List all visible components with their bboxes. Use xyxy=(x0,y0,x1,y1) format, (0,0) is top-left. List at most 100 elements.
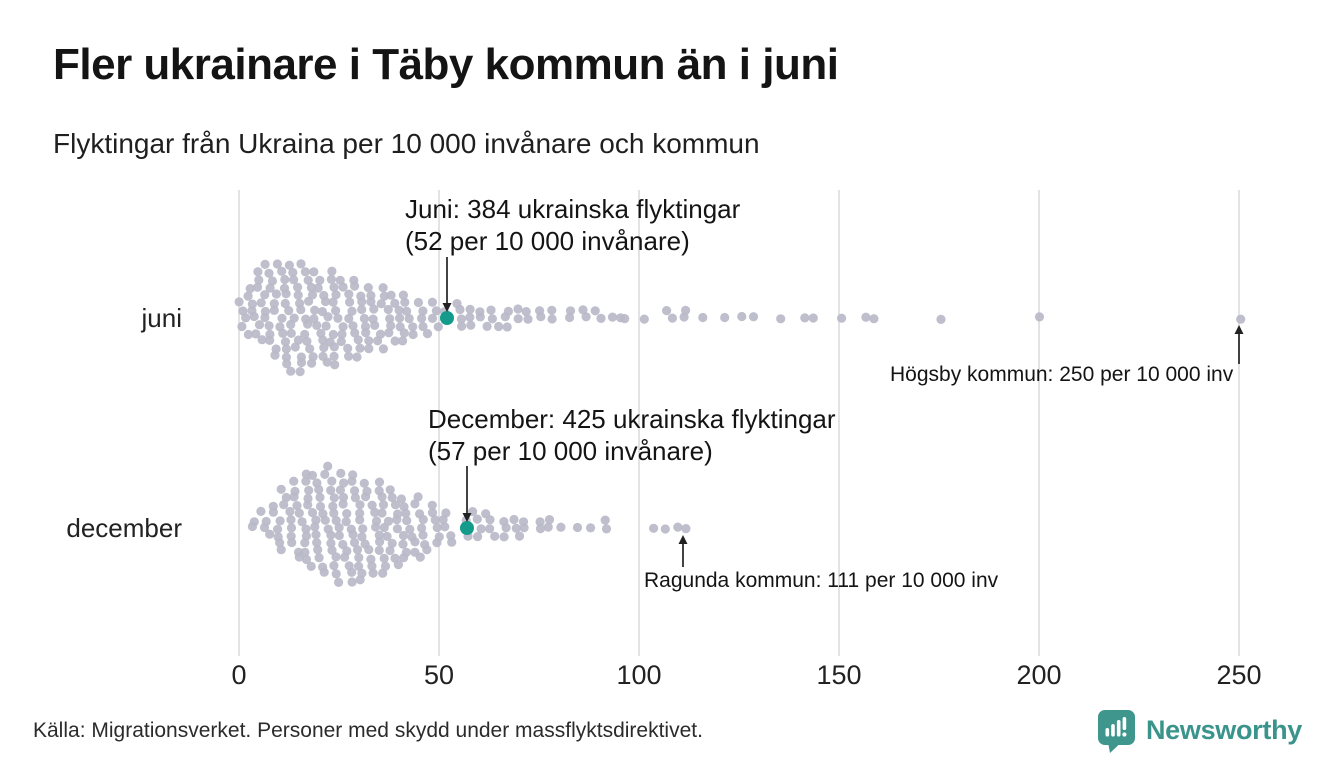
swarm-dot xyxy=(312,538,322,548)
swarm-dot xyxy=(1236,314,1246,324)
swarm-dot xyxy=(302,336,312,346)
swarm-dot xyxy=(311,515,321,525)
swarm-dot xyxy=(296,357,307,368)
swarm-dot xyxy=(305,344,315,354)
swarm-dot xyxy=(312,320,322,330)
swarm-dot xyxy=(331,569,341,579)
swarm-dot xyxy=(256,506,266,516)
swarm-dot xyxy=(331,552,341,562)
chart-subtitle: Flyktingar från Ukraina per 10 000 invån… xyxy=(53,128,760,159)
swarm-dot xyxy=(309,267,319,277)
swarm-dot xyxy=(303,275,313,285)
swarm-dot xyxy=(315,492,325,502)
annotation-juni-line2: (52 per 10 000 invånare) xyxy=(405,226,690,256)
swarm-dot xyxy=(543,522,553,532)
swarm-dot xyxy=(354,561,364,571)
swarm-dot xyxy=(284,260,294,270)
swarm-dot xyxy=(295,367,305,377)
swarm-dot xyxy=(253,267,263,277)
swarm-dot xyxy=(294,508,304,518)
swarm-dot xyxy=(310,522,320,532)
swarm-dot xyxy=(509,514,519,525)
swarm-dot xyxy=(405,524,415,535)
swarm-dot xyxy=(355,508,365,518)
swarm-dot xyxy=(737,311,747,322)
swarm-dot xyxy=(297,517,307,527)
swarm-dot xyxy=(364,344,374,354)
swarm-dot xyxy=(368,568,378,578)
highlight-arrowhead-december xyxy=(462,513,472,522)
swarm-dot xyxy=(337,329,347,339)
swarm-dot xyxy=(578,305,588,315)
swarm-dot xyxy=(344,351,354,361)
swarm-dot xyxy=(485,524,495,534)
swarm-dot xyxy=(398,290,408,300)
highlight-dot-december xyxy=(460,521,474,535)
swarm-dot xyxy=(422,329,433,339)
swarm-dot xyxy=(371,516,382,526)
outlier-arrowhead-juni xyxy=(1234,325,1244,334)
swarm-dot xyxy=(344,313,354,324)
swarm-dot xyxy=(440,522,450,532)
swarm-dot xyxy=(338,492,349,502)
swarm-dot xyxy=(349,275,359,285)
annotation-juni-line1: Juni: 384 ukrainska flyktingar xyxy=(405,194,741,224)
swarm-dot xyxy=(392,524,402,534)
swarm-dot xyxy=(247,299,257,309)
swarm-dot xyxy=(432,522,442,533)
swarm-dot xyxy=(457,321,467,331)
swarm-dot xyxy=(331,290,341,300)
swarm-dot xyxy=(328,297,338,307)
swarm-dot xyxy=(357,532,367,542)
swarm-dot xyxy=(301,554,312,565)
swarm-dot xyxy=(300,547,310,557)
swarm-dot xyxy=(273,524,283,534)
swarm-dot xyxy=(304,485,314,495)
swarm-dot xyxy=(366,554,376,564)
annotation-december-line1: December: 425 ukrainska flyktingar xyxy=(428,404,836,434)
swarm-dot xyxy=(861,312,871,322)
swarm-dot xyxy=(681,305,691,315)
swarm-dot xyxy=(366,290,376,301)
swarm-dot xyxy=(476,524,486,534)
swarm-dot xyxy=(417,313,427,323)
swarm-dot xyxy=(511,523,521,533)
swarm-dot xyxy=(481,509,491,519)
swarm-dot xyxy=(370,320,380,330)
swarm-dot xyxy=(321,321,331,331)
swarm-dot xyxy=(359,313,369,324)
swarm-dot xyxy=(288,267,298,278)
swarm-dot xyxy=(427,313,438,323)
swarm-dot xyxy=(544,515,555,525)
swarm-dot xyxy=(296,259,306,269)
swarm-dot xyxy=(390,336,400,346)
swarm-dot xyxy=(607,312,618,322)
swarm-dot xyxy=(353,335,363,345)
swarm-dot xyxy=(245,284,255,294)
swarm-dot xyxy=(390,298,400,308)
swarm-dot xyxy=(327,545,337,555)
swarm-dot xyxy=(556,522,566,532)
swarm-dot xyxy=(415,509,425,519)
swarm-dot xyxy=(386,290,396,300)
swarm-dot xyxy=(373,336,383,346)
swarm-dot xyxy=(327,476,337,486)
swarm-dot xyxy=(275,538,285,548)
swarm-dot xyxy=(272,259,282,269)
swarm-dot xyxy=(270,350,280,360)
swarm-dot xyxy=(279,283,290,293)
swarm-dot xyxy=(293,335,303,345)
swarm-dot xyxy=(254,275,264,285)
swarm-dot xyxy=(306,282,316,293)
swarm-dot xyxy=(300,329,310,339)
swarm-dot xyxy=(310,305,320,315)
swarm-dot xyxy=(264,321,274,331)
swarm-dot xyxy=(408,329,418,340)
swarm-dot xyxy=(417,523,427,533)
swarm-dot xyxy=(547,305,557,315)
swarm-dot xyxy=(354,553,364,563)
swarm-dot xyxy=(348,470,358,480)
swarm-dot xyxy=(936,314,946,324)
swarm-dot xyxy=(243,291,253,301)
